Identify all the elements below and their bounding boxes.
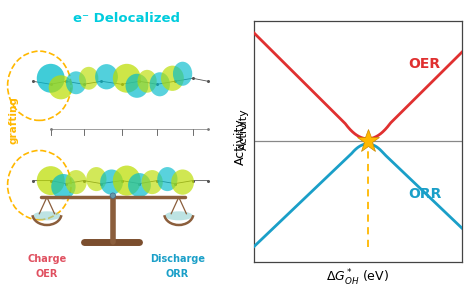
Text: OER: OER bbox=[36, 269, 58, 279]
Ellipse shape bbox=[110, 193, 116, 198]
Ellipse shape bbox=[86, 167, 107, 191]
Ellipse shape bbox=[37, 64, 64, 93]
Ellipse shape bbox=[126, 74, 148, 98]
Ellipse shape bbox=[171, 169, 194, 195]
Ellipse shape bbox=[95, 64, 118, 89]
Text: Discharge: Discharge bbox=[150, 254, 205, 264]
Ellipse shape bbox=[142, 170, 163, 194]
Ellipse shape bbox=[157, 167, 177, 191]
Ellipse shape bbox=[37, 166, 64, 195]
Ellipse shape bbox=[100, 169, 123, 195]
Y-axis label: Activity: Activity bbox=[234, 118, 246, 165]
Text: OER: OER bbox=[409, 57, 441, 71]
Ellipse shape bbox=[173, 62, 192, 86]
Text: grafting: grafting bbox=[9, 96, 19, 144]
Ellipse shape bbox=[128, 173, 151, 197]
Text: Activity: Activity bbox=[238, 109, 248, 150]
Text: e⁻ Delocalized: e⁻ Delocalized bbox=[73, 12, 180, 25]
Text: ORR: ORR bbox=[166, 269, 189, 279]
Ellipse shape bbox=[33, 211, 61, 220]
Text: ORR: ORR bbox=[408, 188, 441, 201]
X-axis label: $\Delta G^*_{OH}$ (eV): $\Delta G^*_{OH}$ (eV) bbox=[327, 267, 389, 287]
Ellipse shape bbox=[65, 170, 87, 194]
Ellipse shape bbox=[49, 75, 73, 99]
Ellipse shape bbox=[137, 70, 157, 93]
Ellipse shape bbox=[79, 67, 99, 90]
Ellipse shape bbox=[66, 71, 86, 94]
Ellipse shape bbox=[165, 211, 193, 220]
Ellipse shape bbox=[51, 174, 75, 199]
Text: Charge: Charge bbox=[27, 254, 66, 264]
Ellipse shape bbox=[113, 166, 141, 196]
Ellipse shape bbox=[113, 64, 141, 93]
Ellipse shape bbox=[161, 66, 184, 91]
Ellipse shape bbox=[150, 72, 170, 96]
